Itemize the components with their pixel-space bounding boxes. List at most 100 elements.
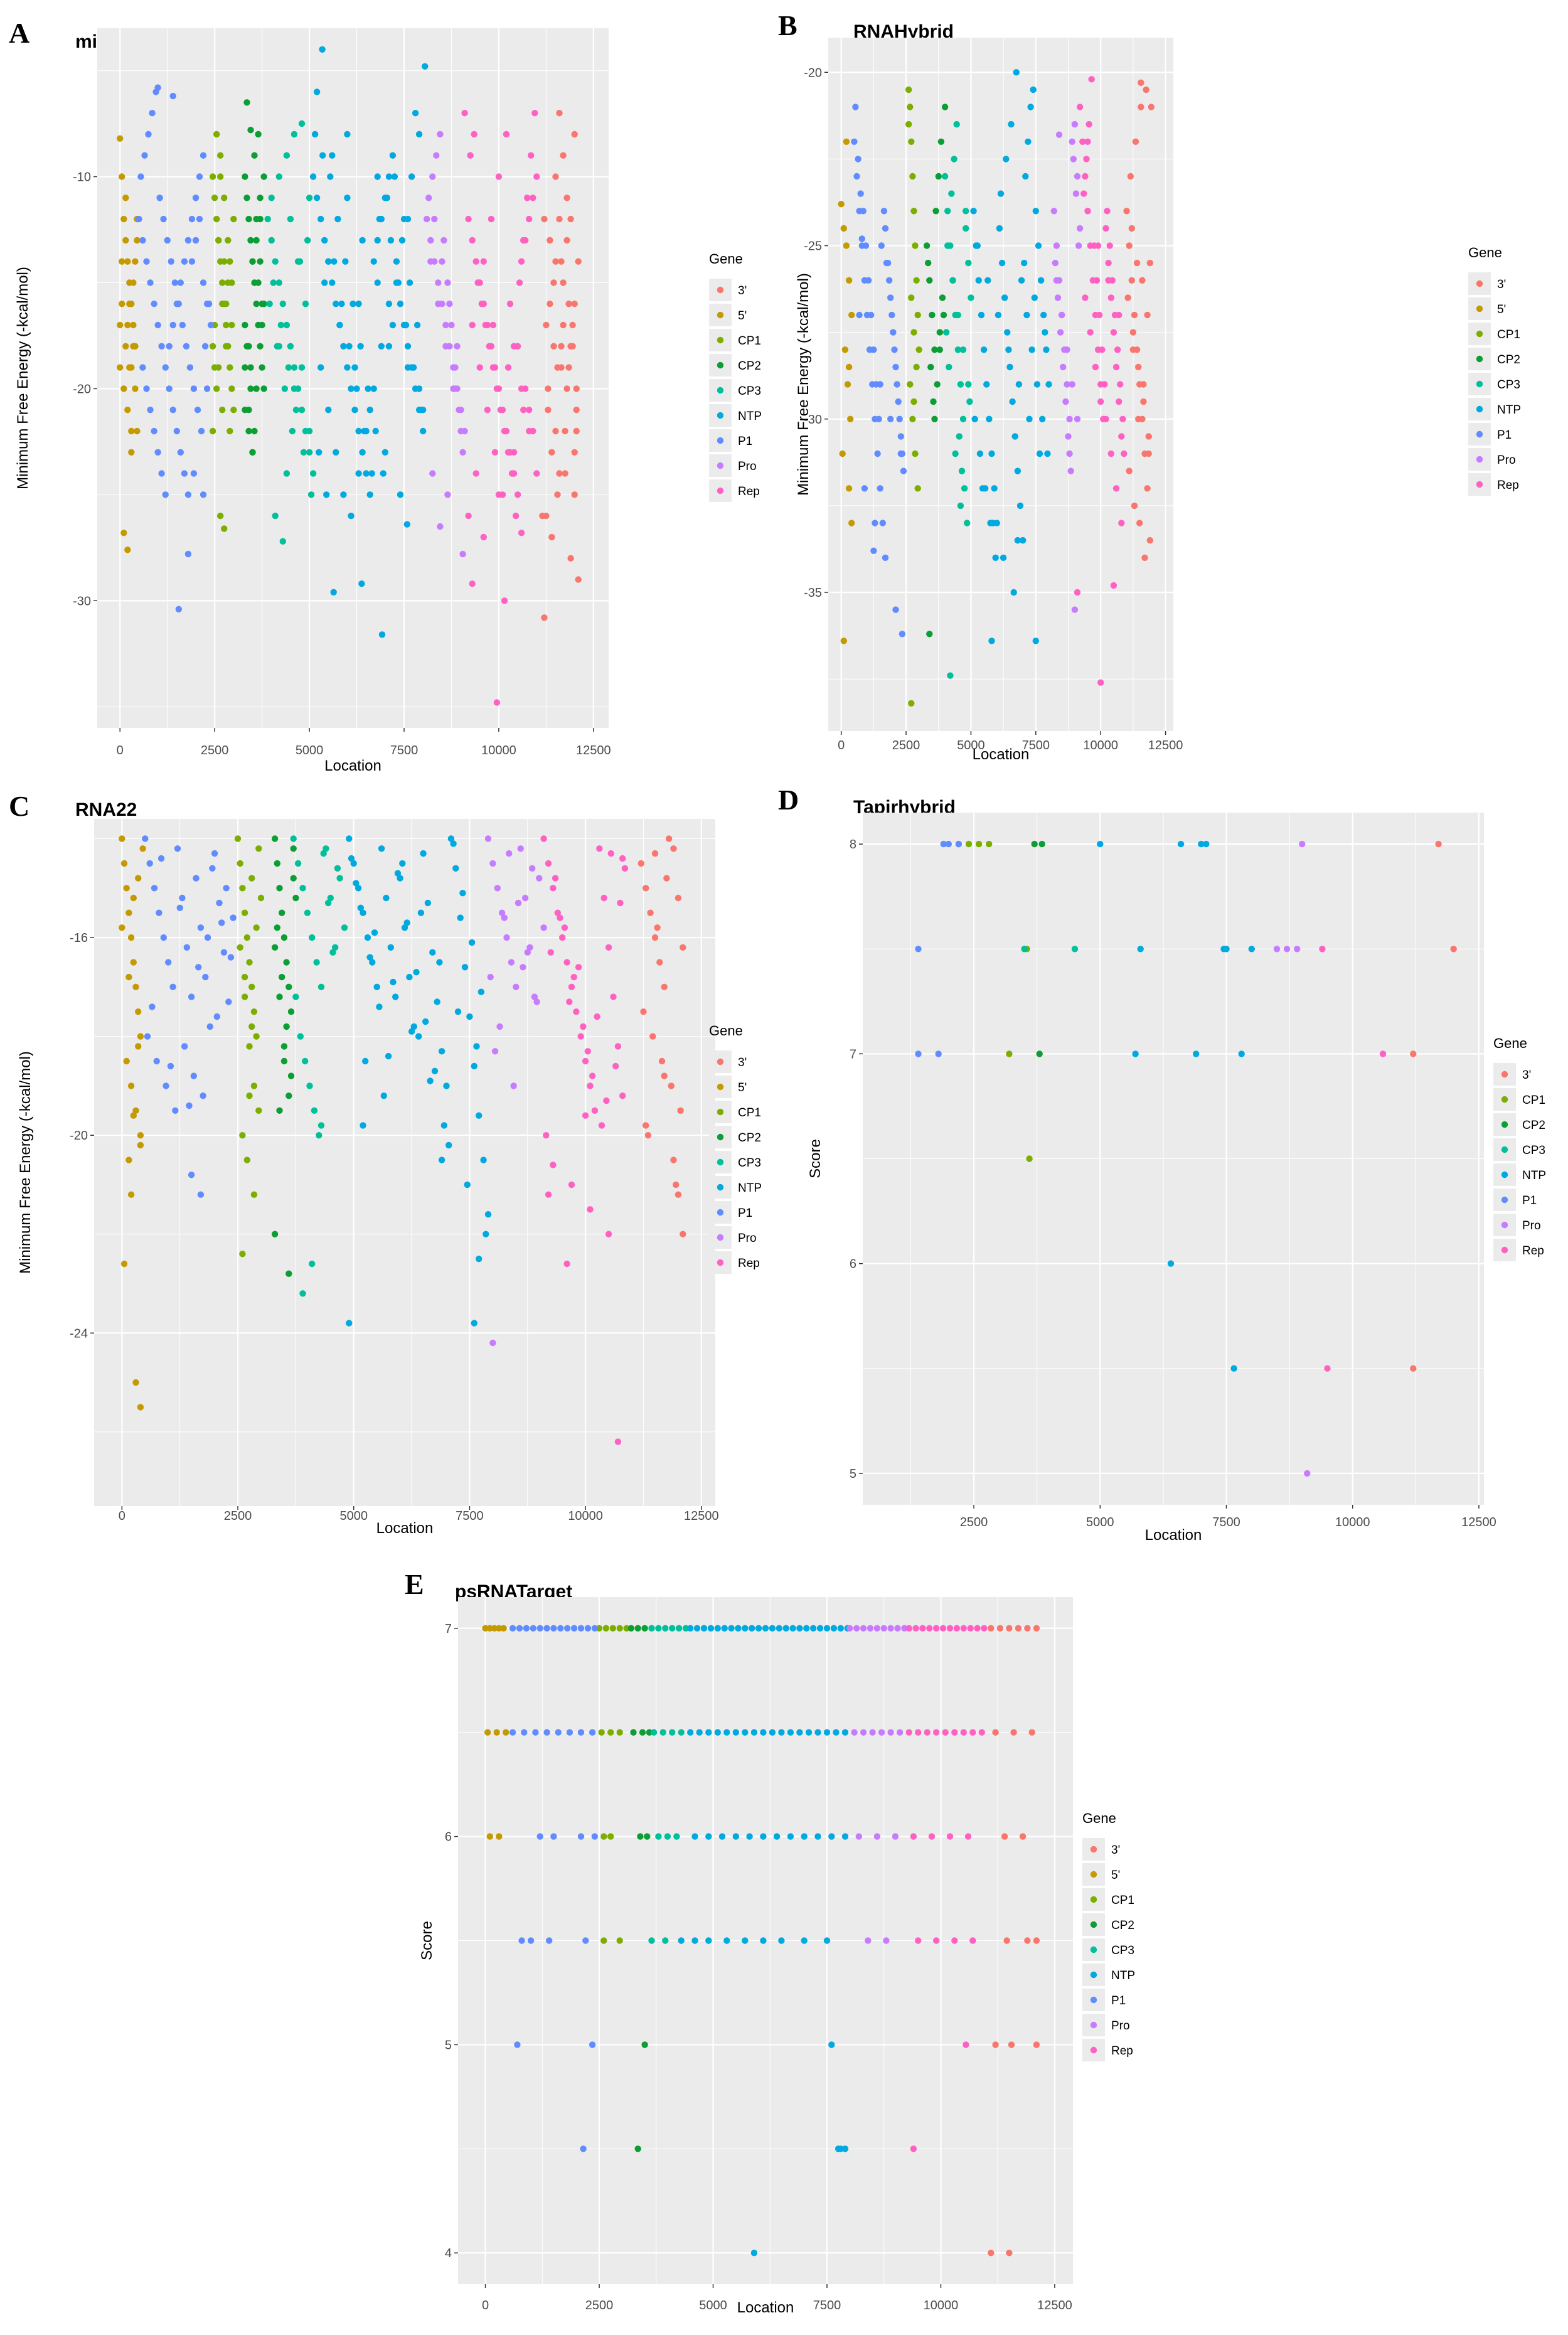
data-point [176,904,183,912]
data-point [294,860,302,867]
data-point [255,845,262,852]
data-point [471,131,477,138]
data-point [1066,450,1073,457]
data-point [905,1625,912,1632]
data-point [926,277,933,284]
data-point [851,1729,858,1736]
data-point [845,277,853,284]
data-point [1083,156,1090,163]
data-point [128,427,135,435]
data-point [596,845,603,852]
data-point [378,845,385,852]
data-point [495,491,503,498]
data-point [651,934,659,941]
data-point [376,1003,383,1010]
data-point [120,530,127,537]
data-point [147,279,154,286]
data-point [1082,173,1089,180]
data-point [536,875,543,882]
data-point [1435,840,1442,848]
data-point [355,470,362,477]
data-point [334,215,341,223]
legend-swatch [1090,1921,1097,1928]
data-point [413,321,421,329]
data-point [1167,1260,1175,1267]
data-point [520,964,526,971]
data-point [425,195,432,201]
data-point [877,381,883,388]
data-point [531,993,538,1000]
data-point [1273,946,1281,953]
data-point [556,470,563,477]
data-point [124,407,131,414]
data-point [547,301,553,307]
data-point [329,949,336,956]
data-point [130,959,137,966]
data-point [563,237,570,244]
data-point [329,279,336,286]
data-point [617,899,624,907]
data-point [913,363,920,371]
data-point [192,237,200,244]
data-point [429,949,436,956]
data-point [983,381,990,388]
data-point [575,964,582,971]
legend-label: 3' [1497,278,1506,291]
data-point [533,470,540,477]
data-point [607,1729,614,1736]
data-point [227,427,233,435]
data-point [275,173,282,180]
data-point [1070,156,1077,163]
data-point [714,1729,722,1736]
data-point [290,875,297,882]
data-point [412,110,419,117]
data-point [259,364,265,371]
data-point [482,321,489,329]
data-point [122,237,129,244]
data-point [355,301,362,307]
data-point [1117,381,1124,388]
data-point [598,1122,605,1129]
data-point [591,1833,598,1840]
data-point [358,580,365,587]
data-point [469,321,476,329]
data-point [275,343,282,350]
data-point [130,321,137,329]
data-point [517,845,524,852]
data-point [833,1729,840,1736]
data-point [403,919,410,926]
data-point [241,973,248,981]
data-point [1116,311,1123,319]
data-point [309,470,317,477]
data-point [366,954,373,961]
data-point [442,343,449,350]
data-point [896,415,903,422]
legend-label: Rep [1111,2044,1133,2058]
data-point [144,1033,151,1040]
data-point [353,385,360,392]
data-point [122,195,129,201]
data-point [858,235,866,242]
data-point [119,924,125,931]
data-point [1097,398,1104,405]
data-point [905,120,912,128]
data-point [467,152,474,159]
data-point [877,485,883,492]
data-point [887,415,894,422]
data-point [340,491,347,498]
data-point [1069,138,1075,145]
data-point [201,343,209,350]
data-point [948,190,955,197]
data-point [828,2041,835,2048]
data-point [1080,190,1087,197]
data-point [503,131,510,138]
data-point [1132,1050,1139,1057]
data-point [410,364,417,371]
data-point [491,449,499,456]
legend-swatch [717,387,724,394]
data-point [663,875,670,882]
data-point [196,215,203,223]
data-point [912,1625,919,1632]
data-point [591,1625,598,1632]
data-point [1126,468,1133,474]
